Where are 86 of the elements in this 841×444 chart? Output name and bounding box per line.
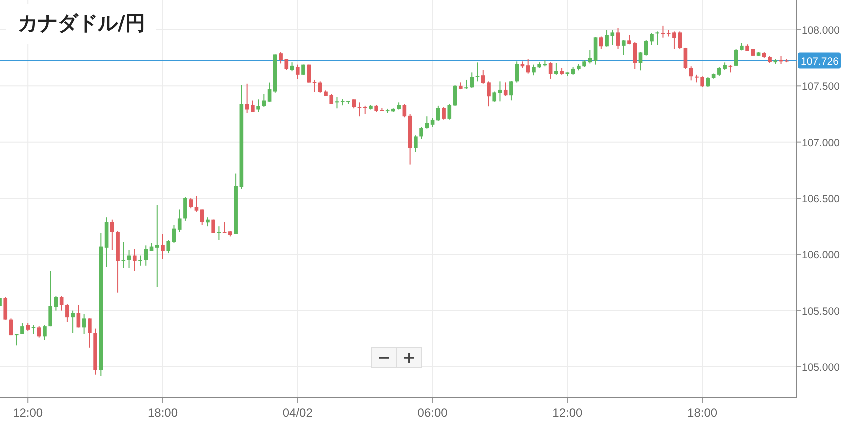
candlestick xyxy=(548,62,553,80)
candlestick xyxy=(144,245,148,266)
candlestick xyxy=(262,94,266,108)
candlestick xyxy=(4,296,8,320)
candlestick xyxy=(212,219,216,234)
candlestick xyxy=(638,52,643,72)
candlestick xyxy=(515,61,520,84)
candlestick xyxy=(734,48,738,67)
candlestick xyxy=(82,314,86,335)
candlestick xyxy=(532,64,536,76)
candlestick xyxy=(194,196,199,212)
candlestick xyxy=(498,81,502,102)
x-tick-label: 12:00 xyxy=(13,406,44,420)
candlestick xyxy=(420,126,424,140)
ref-line-label: 107.726 xyxy=(801,56,840,68)
candlestick xyxy=(358,102,362,118)
y-tick-label: 108.000 xyxy=(802,24,840,37)
candlestick xyxy=(138,255,142,266)
candlestick xyxy=(402,104,407,118)
candlestick xyxy=(37,326,42,338)
x-tick-label: 12:00 xyxy=(552,406,584,420)
candlestick xyxy=(66,304,70,323)
candlestick xyxy=(470,72,474,89)
candlestick xyxy=(448,104,452,120)
text: カナダドル/円 xyxy=(18,11,146,35)
x-tick-label: 18:00 xyxy=(148,406,178,420)
candlestick xyxy=(476,62,480,82)
x-tick-label: 04/02 xyxy=(282,406,314,420)
annotation: − xyxy=(378,348,392,367)
candlestick xyxy=(425,116,430,130)
candlestick xyxy=(110,219,114,251)
candlestick xyxy=(436,105,440,122)
candlestick xyxy=(178,209,182,233)
candlestick xyxy=(594,36,598,66)
x-tick-label: 06:00 xyxy=(418,406,448,420)
candlestick xyxy=(504,82,508,97)
candlestick xyxy=(189,198,194,210)
candlestick xyxy=(9,318,14,336)
candlestick xyxy=(256,99,260,112)
y-tick-label: 105.000 xyxy=(802,362,840,374)
candlestick xyxy=(14,334,19,346)
candlestick xyxy=(132,248,137,272)
candlestick xyxy=(492,91,497,102)
y-tick-label: 105.500 xyxy=(802,306,840,318)
candlestick xyxy=(172,224,176,244)
candlestick xyxy=(54,296,58,312)
candlestick xyxy=(43,324,47,341)
candlestick xyxy=(453,84,458,107)
candlestick xyxy=(656,31,660,46)
y-tick-label: 106.500 xyxy=(802,193,840,206)
candlestick xyxy=(48,271,52,328)
candlestick xyxy=(599,36,604,50)
candlestick xyxy=(155,204,160,288)
candlestick xyxy=(161,234,165,260)
candlestick xyxy=(71,310,75,334)
candlestick xyxy=(554,62,558,76)
candlestick xyxy=(122,242,126,269)
candlestick xyxy=(127,250,132,269)
y-tick-label: 107.500 xyxy=(802,81,840,94)
candlestick xyxy=(414,135,418,153)
candlestick xyxy=(76,304,81,328)
candlestick xyxy=(217,226,222,241)
y-tick-label: 107.000 xyxy=(802,137,840,150)
candlestick xyxy=(312,79,317,93)
candlestick xyxy=(245,83,250,114)
candlestick xyxy=(268,82,272,102)
annotation: + xyxy=(402,348,416,367)
candlestick xyxy=(222,222,227,234)
candlestick xyxy=(296,64,300,80)
candlestick xyxy=(442,107,446,120)
candlestick xyxy=(622,40,626,56)
candlestick xyxy=(307,64,312,84)
candlestick xyxy=(526,58,530,74)
candlestick xyxy=(200,209,204,226)
candlestick xyxy=(661,25,666,38)
candlestick xyxy=(684,47,688,70)
candlestick xyxy=(616,28,620,50)
x-tick-label: 18:00 xyxy=(688,406,718,420)
y-tick-label: 106.000 xyxy=(802,250,840,262)
candlestick xyxy=(510,80,514,102)
candlestick xyxy=(184,196,188,222)
candlestick xyxy=(166,240,171,254)
candlestick xyxy=(20,322,24,335)
candlestick xyxy=(335,96,340,110)
candlestick xyxy=(251,100,255,112)
candlestick xyxy=(88,318,92,348)
